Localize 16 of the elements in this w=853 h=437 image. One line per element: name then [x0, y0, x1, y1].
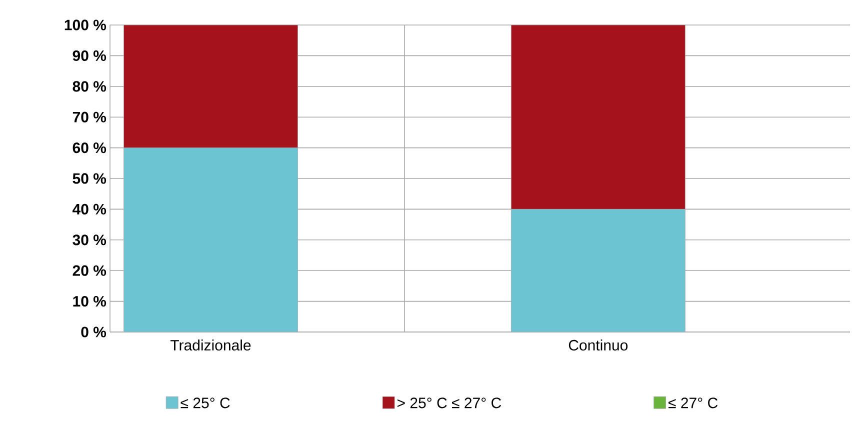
- legend-label: > 25° C ≤ 27° C: [398, 398, 502, 408]
- y-tick-label: 60 %: [72, 142, 106, 154]
- y-tick-label: 50 %: [72, 173, 106, 184]
- y-tick-label: 40 %: [72, 204, 106, 215]
- y-tick-label: 0 %: [81, 326, 106, 338]
- y-tick-label: 20 %: [72, 265, 106, 276]
- y-tick-label: 90 %: [72, 50, 106, 62]
- y-tick-label: 70 %: [72, 112, 106, 122]
- y-tick-label: 100 %: [64, 20, 106, 30]
- legend-label: ≤ 25° C: [180, 398, 230, 408]
- y-tick-label: 10 %: [73, 296, 106, 307]
- y-tick-label: 80 %: [72, 81, 106, 92]
- y-tick-label: 30 %: [72, 234, 106, 246]
- x-tick-label: Tradizionale: [170, 340, 251, 351]
- x-tick-label: Continuo: [568, 340, 628, 351]
- legend-label: ≤ 27° C: [668, 398, 718, 408]
